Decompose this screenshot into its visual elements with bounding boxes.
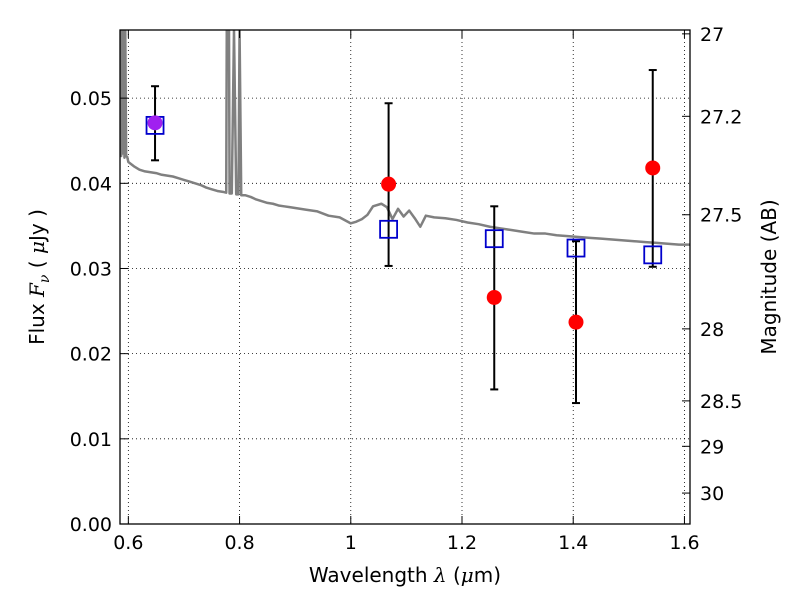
x-tick-label: 0.8 bbox=[224, 532, 254, 554]
y-tick-label: 0.01 bbox=[70, 429, 112, 451]
observed-point-4 bbox=[568, 314, 584, 330]
y2-tick-label: 27.2 bbox=[700, 106, 742, 128]
observed-point-5 bbox=[645, 160, 661, 176]
observed-point-1 bbox=[147, 115, 163, 131]
x-tick-label: 1.2 bbox=[447, 532, 477, 554]
x-tick-label: 1.4 bbox=[558, 532, 588, 554]
y2-tick-label: 29 bbox=[700, 436, 724, 458]
y-tick-label: 0.04 bbox=[70, 173, 112, 195]
y-axis-title: Flux Fν ( μJy ) bbox=[25, 209, 53, 345]
y2-tick-label: 30 bbox=[700, 483, 724, 505]
x-tick-label: 1 bbox=[345, 532, 357, 554]
plot-frame bbox=[119, 29, 691, 525]
x-tick-label: 0.6 bbox=[113, 532, 143, 554]
y2-axis-title: Magnitude (AB) bbox=[757, 199, 781, 354]
observed-point-3 bbox=[486, 289, 502, 305]
y2-tick-label: 28 bbox=[700, 319, 724, 341]
y-tick-label: 0.03 bbox=[70, 258, 112, 280]
observed-point-2 bbox=[381, 176, 397, 192]
model-spectrum-line bbox=[120, 30, 690, 246]
y-tick-label: 0.02 bbox=[70, 344, 112, 366]
x-axis-title: Wavelength λ (μm) bbox=[309, 563, 501, 587]
model-photometry-point-4 bbox=[566, 238, 586, 258]
y2-tick-label: 28.5 bbox=[700, 391, 742, 413]
model-photometry-point-2 bbox=[379, 219, 398, 239]
y-tick-label: 0.05 bbox=[70, 88, 112, 110]
axis-ticks: 0.6 0.8 1 1.2 1.4 1.6 0.00 0.01 0.02 0.03 0.04 0.05… bbox=[70, 24, 743, 554]
model-photometry-point-5 bbox=[643, 245, 663, 265]
y2-tick-label: 27.5 bbox=[700, 205, 742, 227]
plot-area bbox=[120, 30, 690, 405]
model-photometry-point-3 bbox=[484, 229, 504, 249]
y-tick-label: 0.00 bbox=[70, 514, 112, 536]
x-tick-label: 1.6 bbox=[669, 532, 699, 554]
y2-tick-label: 27 bbox=[700, 24, 724, 46]
